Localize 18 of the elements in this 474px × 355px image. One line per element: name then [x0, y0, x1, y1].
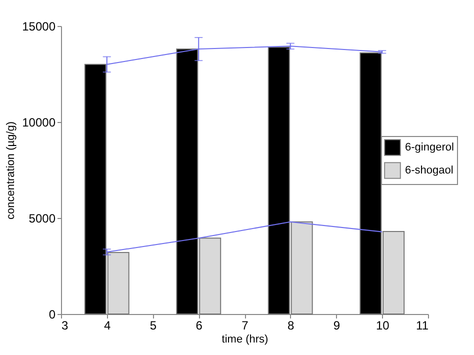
x-tick-label: 6	[196, 318, 203, 332]
y-tick-label: 0	[48, 308, 56, 322]
y-tick-label: 10000	[22, 116, 56, 130]
x-tick-label: 8	[288, 318, 295, 332]
x-tick-label: 7	[242, 318, 249, 332]
legend-label: 6-shogaol	[405, 164, 454, 176]
y-tick-label: 5000	[28, 212, 56, 226]
x-tick-label: 4	[104, 318, 112, 332]
x-tick-label: 10	[376, 318, 390, 332]
x-axis-title: time (hrs)	[222, 334, 268, 346]
x-tick-label: 11	[416, 318, 429, 332]
line-series	[106, 221, 383, 252]
y-tick-label: 15000	[22, 20, 56, 34]
x-tick-label: 3	[62, 318, 68, 332]
x-tick-label: 9	[333, 318, 340, 332]
x-tick-label: 5	[150, 318, 157, 332]
legend-label: 6-gingerol	[405, 142, 454, 154]
y-axis-title: concentration (µg/g)	[5, 121, 18, 220]
